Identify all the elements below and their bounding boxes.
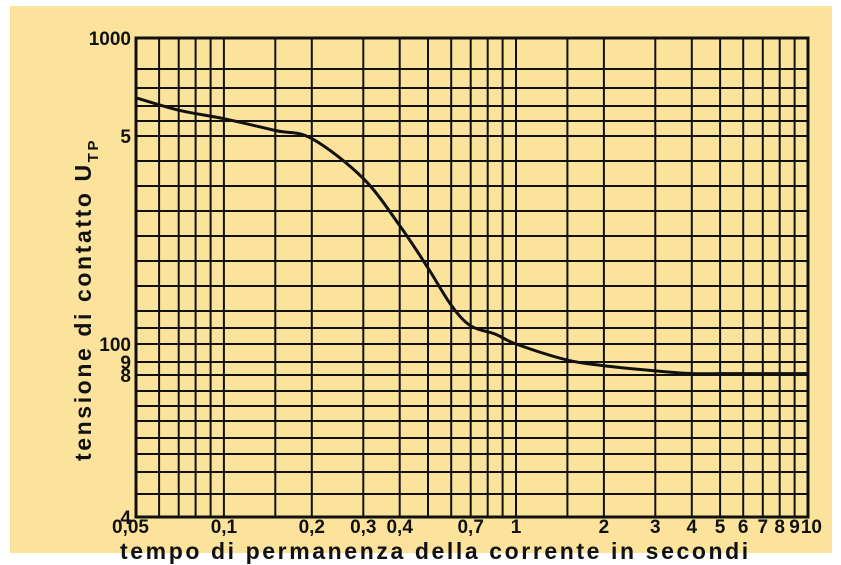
x-tick-label: 9: [789, 517, 800, 538]
y-tick-label: 9: [120, 353, 131, 374]
y-tick-label: 5: [120, 127, 131, 148]
x-tick-label: 0,7: [457, 517, 483, 538]
y-axis-title: tensione di contatto UTP: [70, 138, 102, 461]
y-axis-title-main: tensione di contatto U: [70, 162, 96, 461]
chart-frame: 0,05 0,1 0,2 0,3 0,4 0,7 1 2 3 4 5 6 7 8 9 10 1000 5 100 9…: [10, 6, 832, 564]
chart: 0,05 0,1 0,2 0,3 0,4 0,7 1 2 3 4 5 6 7 8 9 10 100051009…: [70, 29, 822, 564]
y-tick-label: 1000: [89, 29, 131, 50]
x-tick-label: 0,4: [386, 517, 413, 538]
x-tick-label: 1: [511, 517, 522, 538]
x-tick-label: 3: [650, 517, 661, 538]
y-tick-label: 4: [120, 508, 131, 529]
x-axis-title: tempo di permanenza della corrente in se…: [120, 538, 751, 564]
plot-area-border: [134, 36, 810, 519]
y-tick-label: 100: [99, 335, 131, 356]
grid: [136, 38, 808, 517]
x-tick-label: 0,05: [112, 517, 149, 538]
x-tick-label: 2: [599, 517, 610, 538]
y-axis-title-subscript: TP: [85, 138, 102, 162]
x-tick-label: 7: [758, 517, 769, 538]
y-tick-label: 8: [120, 366, 131, 387]
x-tick-label: 4: [687, 517, 698, 538]
x-tick-labels: 0,05 0,1 0,2 0,3 0,4 0,7 1 2 3 4 5 6 7 8 9 10: [112, 517, 822, 538]
x-tick-label: 0,3: [350, 517, 376, 538]
series-curve: [135, 96, 808, 376]
x-tick-label: 0,1: [211, 517, 238, 538]
x-tick-label: 10: [801, 517, 822, 538]
x-tick-label: 8: [774, 517, 785, 538]
x-tick-label: 0,2: [299, 517, 325, 538]
x-tick-label: 5: [715, 517, 726, 538]
x-tick-label: 6: [738, 517, 749, 538]
